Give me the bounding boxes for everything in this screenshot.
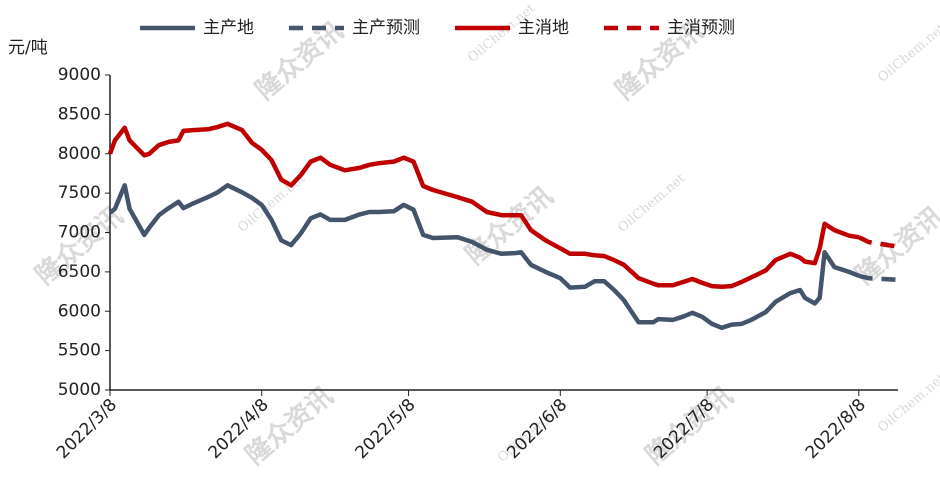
y-tick-label: 5000	[58, 380, 101, 400]
y-tick-label: 8500	[58, 104, 101, 124]
y-tick-label: 6000	[58, 301, 101, 321]
y-tick-label: 5500	[58, 341, 101, 361]
x-tick-label: 2022/6/8	[503, 395, 571, 463]
series-line	[857, 235, 899, 249]
y-tick-label: 9000	[58, 65, 101, 85]
watermark: 隆众资讯	[460, 181, 559, 271]
y-tick-label: 7500	[58, 183, 101, 203]
series-line	[107, 121, 860, 290]
watermark: OilChem.net	[615, 171, 689, 236]
x-tick-label: 2022/8/8	[802, 395, 870, 463]
legend-label: 主消地	[518, 18, 569, 38]
series-line	[858, 273, 899, 283]
legend-label: 主产预测	[352, 18, 420, 38]
y-tick-label: 6500	[58, 262, 101, 282]
series-line	[108, 183, 860, 331]
x-tick-label: 2022/3/8	[53, 395, 121, 463]
watermark: OilChem.net	[875, 371, 940, 436]
watermark: OilChem.net	[875, 21, 940, 86]
y-tick-label: 7000	[58, 223, 101, 243]
legend-label: 主产地	[203, 18, 254, 38]
y-axis-label: 元/吨	[8, 38, 48, 58]
y-tick-label: 8000	[58, 144, 101, 164]
x-tick-label: 2022/5/8	[351, 395, 419, 463]
legend-label: 主消预测	[667, 18, 735, 38]
